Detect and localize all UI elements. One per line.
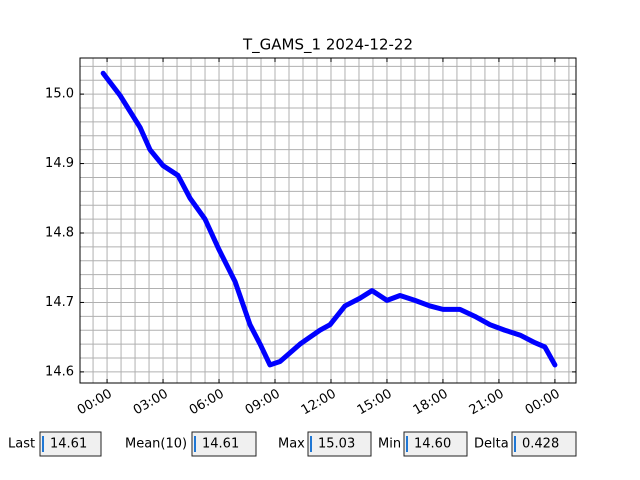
x-tick-label: 12:00	[299, 387, 339, 419]
readout-value: 0.428	[522, 437, 559, 452]
x-tick-label: 21:00	[467, 387, 507, 419]
plot-frame	[79, 57, 577, 384]
chart-title: T_GAMS_1 2024-12-22	[242, 36, 413, 55]
x-tick-label: 18:00	[411, 387, 451, 419]
readout-value: 14.60	[414, 437, 451, 452]
x-tick-label: 00:00	[523, 387, 563, 419]
y-tick-label: 14.6	[45, 364, 74, 379]
y-tick-label: 14.9	[45, 156, 74, 171]
x-tick-label: 03:00	[131, 387, 171, 419]
readout-label: Last	[8, 437, 35, 452]
readout-box	[191, 431, 257, 457]
readout-label: Delta	[474, 437, 509, 452]
readout-box	[403, 431, 468, 457]
x-tick-label: 00:00	[75, 387, 115, 419]
x-tick-label: 06:00	[187, 387, 227, 419]
readout-label: Max	[278, 437, 305, 452]
x-tick-label: 15:00	[355, 387, 395, 419]
readout-box	[307, 431, 372, 457]
x-tick-label: 09:00	[243, 387, 283, 419]
y-tick-label: 14.7	[45, 295, 74, 310]
readout-box	[511, 431, 577, 457]
readout-label: Mean(10)	[125, 437, 187, 452]
readout-box	[39, 431, 102, 457]
readout-value: 15.03	[318, 437, 355, 452]
readout-value: 14.61	[50, 437, 87, 452]
y-tick-label: 15.0	[45, 87, 74, 102]
y-tick-label: 14.8	[45, 226, 74, 241]
readout-label: Min	[378, 437, 401, 452]
data-line	[100, 70, 558, 368]
readout-value: 14.61	[202, 437, 239, 452]
